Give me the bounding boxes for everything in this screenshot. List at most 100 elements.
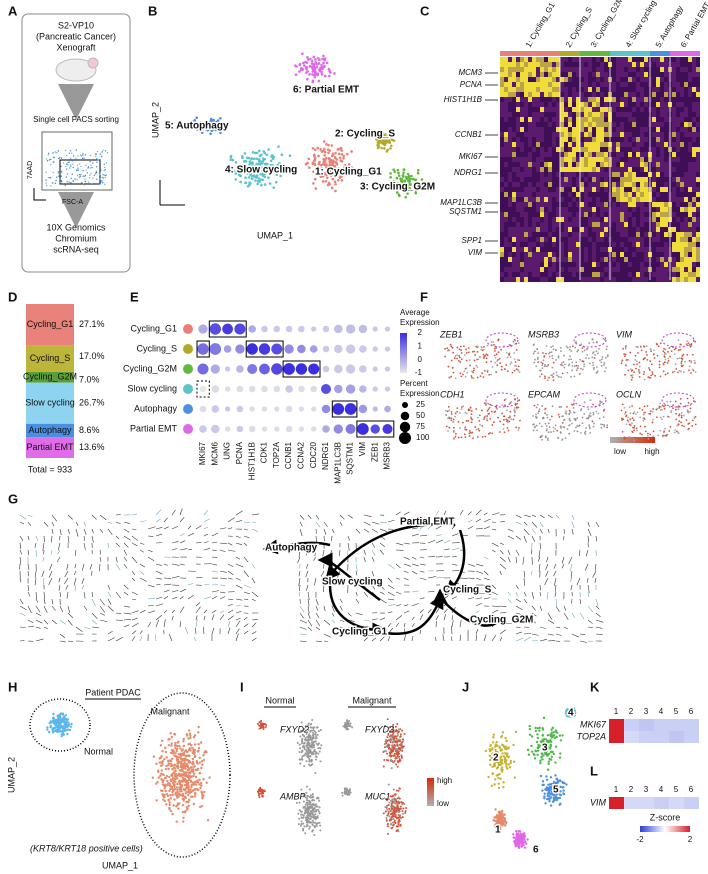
heatmap-cell <box>652 67 656 72</box>
heatmap-cell <box>652 112 656 117</box>
heatmap-cell <box>560 247 564 252</box>
heatmap-cell <box>600 207 604 212</box>
velocity-arrow <box>92 627 99 628</box>
velocity-arrow <box>124 592 128 595</box>
velocity-arrow <box>172 549 177 550</box>
heatmap-cell <box>588 267 592 272</box>
heatmap-cell <box>584 192 588 197</box>
heatmap-cell <box>632 102 636 107</box>
feature-point <box>663 416 665 418</box>
heatmap-cell <box>548 117 552 122</box>
heatmap-cell <box>516 72 520 77</box>
heatmap-cell <box>660 107 664 112</box>
dot <box>373 406 378 411</box>
heatmap-cell <box>596 122 600 127</box>
heatmap-cell <box>612 107 616 112</box>
velocity-arrow <box>468 564 475 566</box>
heatmap-cell <box>660 267 664 272</box>
heatmap-cell <box>644 112 648 117</box>
velocity-arrow <box>58 543 60 550</box>
velocity-arrow <box>108 522 112 524</box>
velocity-arrow <box>52 529 53 534</box>
heatmap-cell <box>652 227 656 232</box>
dot <box>346 324 355 333</box>
feature-point <box>676 425 678 427</box>
heatmap-cell <box>564 97 568 102</box>
feature-point <box>640 347 642 349</box>
heatmap-cell <box>552 97 556 102</box>
heatmap-cell <box>628 147 632 152</box>
feature-point <box>576 369 578 371</box>
feature-point <box>474 360 476 362</box>
heatmap-cell <box>620 237 624 242</box>
feature-point <box>603 364 605 366</box>
feature-point <box>570 350 572 352</box>
heatmap-cell <box>572 107 576 112</box>
heatmap-cell <box>512 197 516 202</box>
feature-point <box>507 422 509 424</box>
heatmap-cell <box>584 82 588 87</box>
feature-point <box>677 371 679 373</box>
heatmap-cell <box>588 242 592 247</box>
feature-point <box>564 367 566 369</box>
feature-point <box>652 373 654 375</box>
feature-point <box>581 347 583 349</box>
feature-point <box>603 362 605 364</box>
heatmap-cell <box>504 102 508 107</box>
facs-point <box>106 162 107 163</box>
feature-point <box>477 417 479 419</box>
heatmap-cell <box>680 227 684 232</box>
heatmap-cell <box>544 107 548 112</box>
umap-point <box>241 157 244 160</box>
heatmap-cell <box>604 262 608 267</box>
heatmap-cell <box>676 272 680 277</box>
velocity-arrow <box>596 522 599 527</box>
facs-point <box>87 172 88 173</box>
heatmap-cell <box>516 127 520 132</box>
heatmap-cell <box>624 77 628 82</box>
velocity-arrow <box>348 543 349 551</box>
heatmap-cell <box>676 177 680 182</box>
feature-point <box>651 363 653 365</box>
heatmap-cell <box>524 72 528 77</box>
heatmap-cell <box>572 232 576 237</box>
heatmap-cell <box>552 177 556 182</box>
facs-point <box>97 151 98 152</box>
heatmap-cell <box>604 182 608 187</box>
heatmap-cell <box>644 177 648 182</box>
feature-point <box>629 419 631 421</box>
axis-label: 7AAD <box>27 161 34 179</box>
feature-point <box>666 434 668 436</box>
panel-letter: A <box>8 3 18 18</box>
velocity-arrow <box>44 536 45 542</box>
heatmap-cell <box>616 182 620 187</box>
heatmap-cell <box>604 277 608 282</box>
heatmap-cell <box>540 147 544 152</box>
velocity-arrow <box>372 522 379 524</box>
umap-point <box>312 182 315 185</box>
heatmap-cell <box>520 112 524 117</box>
feature-point <box>628 436 630 438</box>
heatmap-cell <box>508 257 512 262</box>
velocity-arrow <box>124 613 131 614</box>
dot <box>209 343 221 355</box>
heatmap-cell <box>616 62 620 67</box>
heatmap-cell <box>684 102 688 107</box>
velocity-arrow <box>380 592 385 594</box>
heatmap-cell <box>552 212 556 217</box>
heatmap-cell <box>568 92 572 97</box>
heatmap-cell <box>612 97 616 102</box>
heatmap-cell <box>512 202 516 207</box>
feature-point <box>638 371 640 373</box>
heatmap-cell <box>624 122 628 127</box>
heatmap-cell <box>528 157 532 162</box>
heatmap-cell <box>520 142 524 147</box>
feature-point <box>546 430 548 432</box>
heatmap-cell <box>548 272 552 277</box>
heatmap-cell <box>604 107 608 112</box>
heatmap-cell <box>556 132 560 137</box>
feature-point <box>466 352 468 354</box>
feature-point <box>621 418 623 420</box>
velocity-arrow <box>92 620 97 624</box>
heatmap-cell <box>544 187 548 192</box>
